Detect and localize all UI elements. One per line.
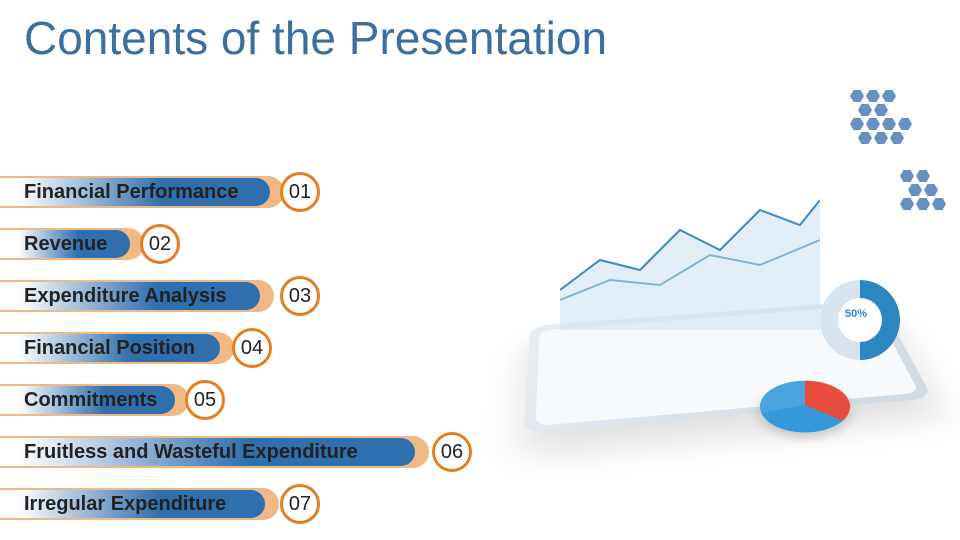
hex-icon (900, 170, 914, 182)
hex-icon (898, 118, 912, 130)
donut-chart-graphic (820, 280, 900, 360)
hex-icon (858, 132, 872, 144)
item-number-badge: 03 (280, 276, 320, 316)
item-number-badge: 02 (140, 224, 180, 264)
pie-chart-graphic (757, 381, 853, 433)
donut-percent-label: 50% (845, 308, 867, 320)
hex-icon (932, 198, 946, 210)
hex-icon (866, 118, 880, 130)
hex-icon (866, 90, 880, 102)
hex-icon (916, 198, 930, 210)
item-number-badge: 05 (185, 380, 225, 420)
hex-icon (882, 90, 896, 102)
hex-icon (890, 132, 904, 144)
hex-icon (916, 170, 930, 182)
hex-icon (850, 90, 864, 102)
hex-icon (900, 198, 914, 210)
item-label: Fruitless and Wasteful Expenditure (24, 438, 358, 466)
hex-icon (858, 104, 872, 116)
page-title: Contents of the Presentation (24, 14, 607, 62)
item-number-badge: 06 (432, 432, 472, 472)
hex-icon (882, 118, 896, 130)
item-label: Commitments (24, 386, 157, 414)
hex-icon (850, 118, 864, 130)
slide: Contents of the Presentation Financial P… (0, 0, 960, 540)
area-chart-graphic (560, 170, 820, 330)
decorative-illustration: 50% (490, 60, 950, 480)
item-label: Financial Performance (24, 178, 239, 206)
item-number-badge: 01 (280, 172, 320, 212)
hex-icon (908, 184, 922, 196)
item-label: Expenditure Analysis (24, 282, 227, 310)
item-label: Irregular Expenditure (24, 490, 226, 518)
item-label: Revenue (24, 230, 107, 258)
item-number-badge: 07 (280, 484, 320, 524)
hex-icon (874, 104, 888, 116)
item-label: Financial Position (24, 334, 195, 362)
item-number-badge: 04 (232, 328, 272, 368)
hex-icon (924, 184, 938, 196)
hex-icon (874, 132, 888, 144)
